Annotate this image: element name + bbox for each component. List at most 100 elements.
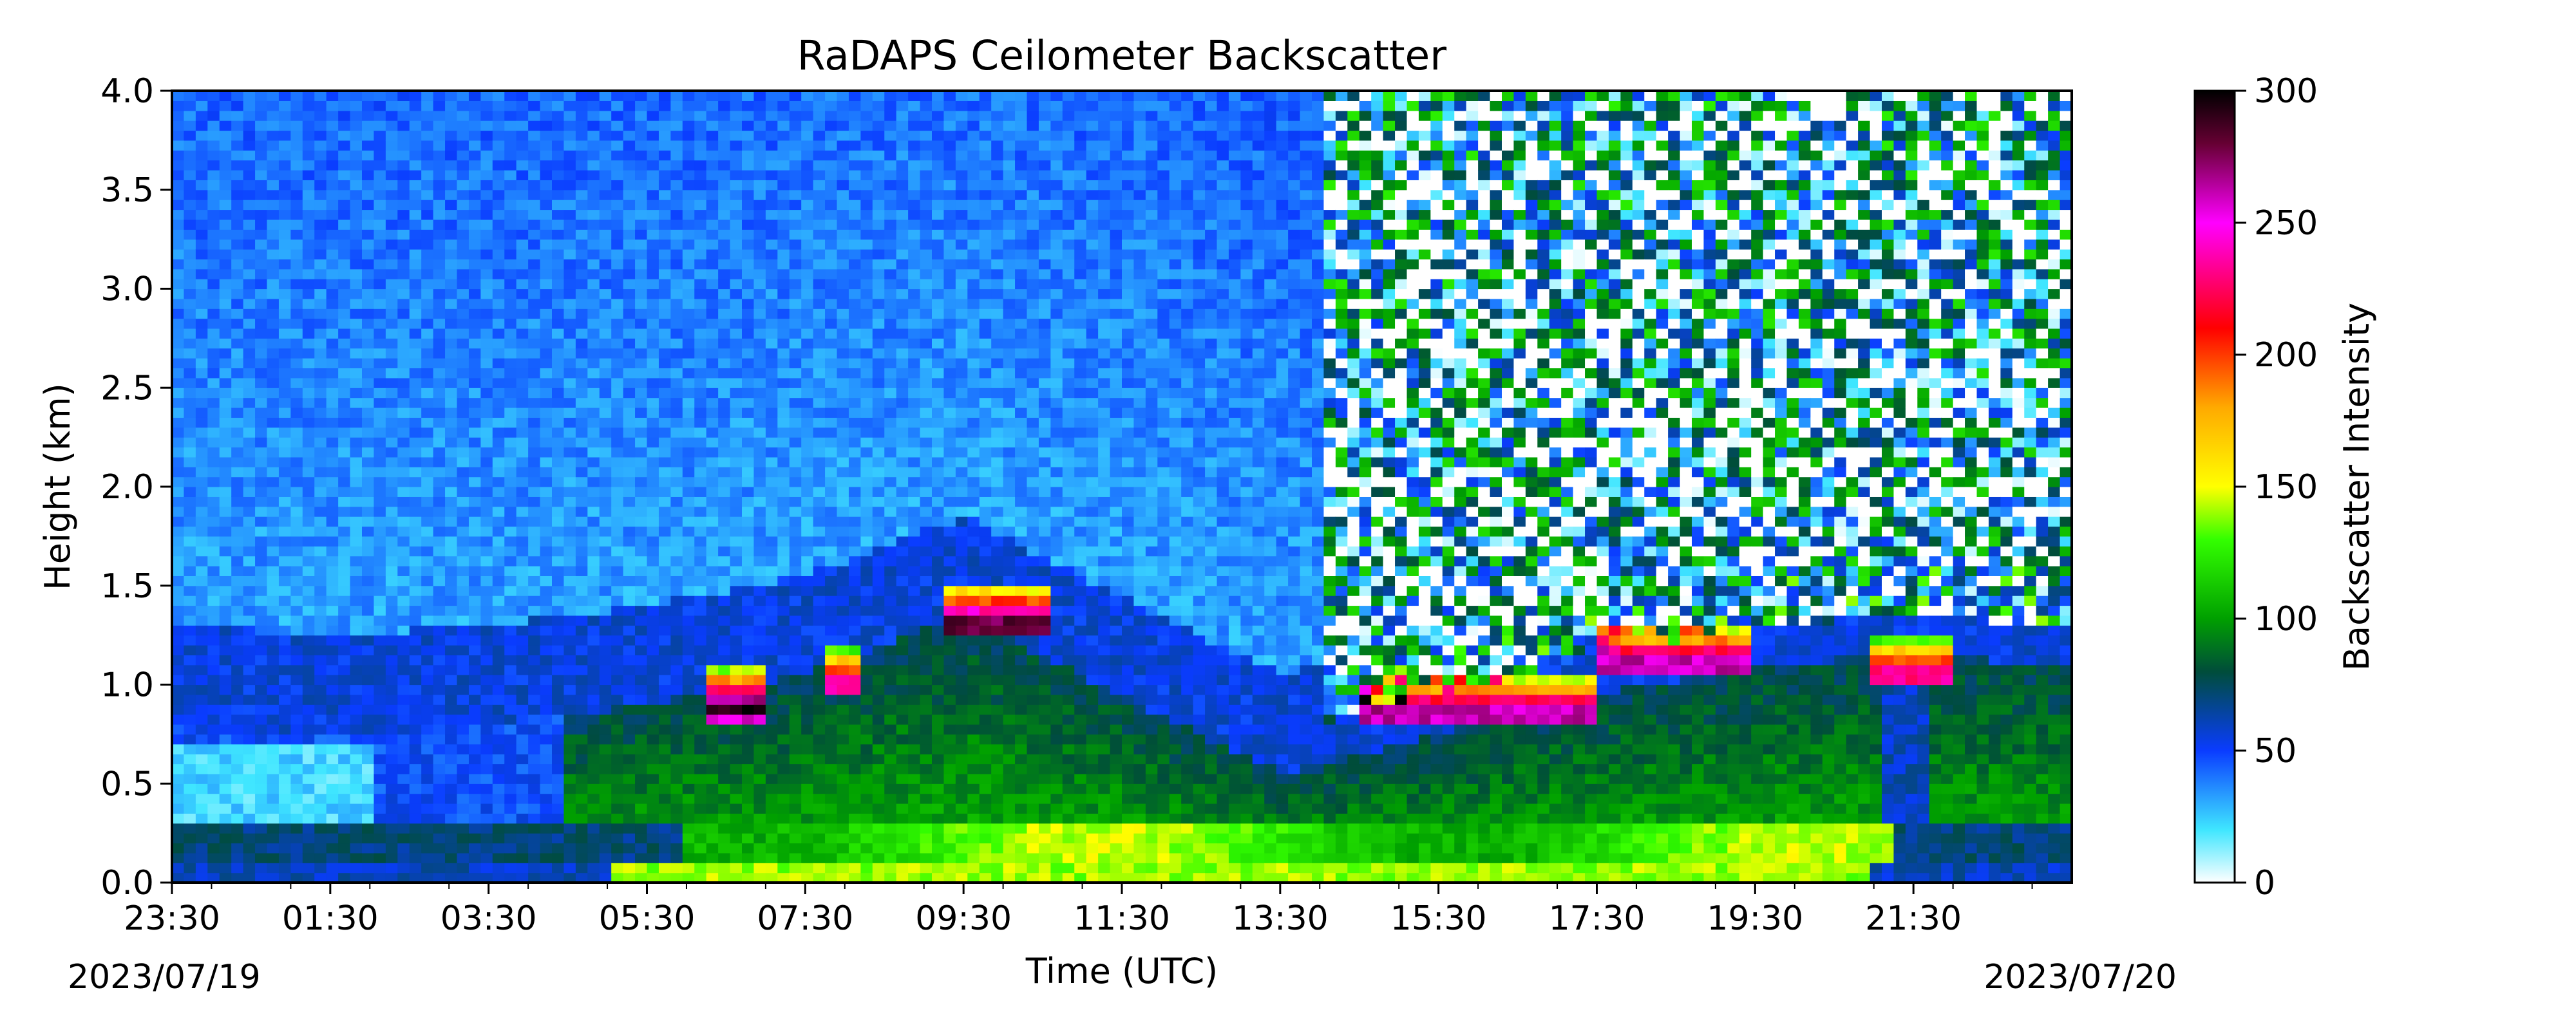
- heatmap-cell: [730, 239, 743, 250]
- heatmap-cell: [326, 783, 339, 794]
- heatmap-cell: [219, 476, 232, 487]
- heatmap-cell: [528, 833, 541, 844]
- heatmap-cell: [623, 288, 636, 299]
- heatmap-cell: [267, 487, 279, 497]
- heatmap-cell: [267, 180, 279, 191]
- heatmap-cell: [670, 487, 683, 497]
- heatmap-cell: [789, 506, 802, 517]
- heatmap-cell: [409, 91, 422, 101]
- heatmap-cell: [421, 675, 434, 686]
- heatmap-cell: [528, 843, 541, 854]
- heatmap-cell: [326, 872, 339, 883]
- heatmap-cell: [682, 308, 695, 319]
- heatmap-cell: [575, 823, 588, 834]
- heatmap-cell: [231, 397, 244, 408]
- heatmap-cell: [777, 219, 790, 230]
- heatmap-cell: [457, 576, 469, 586]
- heatmap-cell: [552, 407, 565, 418]
- heatmap-cell: [813, 229, 826, 240]
- heatmap-cell: [278, 180, 291, 191]
- heatmap-cell: [765, 556, 778, 566]
- heatmap-cell: [374, 556, 386, 566]
- heatmap-cell: [207, 714, 220, 725]
- heatmap-cell: [742, 328, 755, 339]
- heatmap-cell: [385, 170, 398, 180]
- heatmap-cell: [813, 140, 826, 151]
- heatmap-cell: [694, 239, 707, 250]
- heatmap-cell: [611, 308, 624, 319]
- heatmap-cell: [647, 417, 659, 428]
- heatmap-cell: [670, 209, 683, 220]
- heatmap-cell: [231, 437, 244, 448]
- heatmap-cell: [896, 368, 909, 379]
- heatmap-cell: [397, 209, 410, 220]
- heatmap-cell: [670, 635, 683, 646]
- heatmap-cell: [314, 180, 327, 191]
- heatmap-cell: [540, 516, 553, 527]
- heatmap-cell: [765, 456, 778, 467]
- heatmap-cell: [504, 358, 517, 369]
- heatmap-cell: [528, 526, 541, 537]
- heatmap-cell: [860, 793, 873, 804]
- heatmap-cell: [848, 714, 861, 725]
- heatmap-cell: [421, 843, 434, 854]
- heatmap-cell: [730, 694, 743, 705]
- heatmap-cell: [575, 872, 588, 883]
- heatmap-cell: [362, 833, 375, 844]
- heatmap-cell: [813, 843, 826, 854]
- heatmap-cell: [540, 368, 553, 379]
- heatmap-cell: [777, 576, 790, 586]
- heatmap-cell: [575, 843, 588, 854]
- heatmap-cell: [682, 189, 695, 200]
- heatmap-cell: [302, 744, 315, 754]
- heatmap-cell: [789, 803, 802, 814]
- heatmap-cell: [445, 734, 458, 745]
- heatmap-cell: [837, 456, 849, 467]
- heatmap-cell: [528, 714, 541, 725]
- heatmap-cell: [801, 872, 814, 883]
- heatmap-cell: [682, 675, 695, 686]
- heatmap-cell: [813, 516, 826, 527]
- heatmap-cell: [789, 704, 802, 715]
- heatmap-cell: [326, 714, 339, 725]
- heatmap-cell: [385, 189, 398, 200]
- heatmap-cell: [338, 783, 351, 794]
- heatmap-cell: [468, 734, 481, 745]
- heatmap-cell: [338, 268, 351, 279]
- heatmap-cell: [670, 279, 683, 290]
- heatmap-cell: [290, 714, 303, 725]
- heatmap-cell: [635, 110, 648, 121]
- heatmap-cell: [872, 675, 885, 686]
- heatmap-cell: [730, 160, 743, 171]
- heatmap-cell: [611, 595, 624, 606]
- heatmap-cell: [623, 348, 636, 359]
- heatmap-cell: [587, 447, 600, 458]
- heatmap-cell: [896, 734, 909, 745]
- heatmap-cell: [397, 358, 410, 369]
- heatmap-cell: [540, 506, 553, 517]
- heatmap-cell: [172, 368, 185, 379]
- heatmap-cell: [742, 209, 755, 220]
- heatmap-cell: [730, 546, 743, 557]
- heatmap-cell: [694, 388, 707, 398]
- heatmap-cell: [801, 417, 814, 428]
- heatmap-cell: [611, 763, 624, 774]
- heatmap-cell: [694, 615, 707, 626]
- heatmap-cell: [635, 595, 648, 606]
- heatmap-cell: [730, 140, 743, 151]
- heatmap-cell: [813, 130, 826, 141]
- heatmap-cell: [409, 595, 422, 606]
- heatmap-cell: [528, 417, 541, 428]
- heatmap-cell: [302, 872, 315, 883]
- heatmap-cell: [184, 833, 196, 844]
- heatmap-cell: [848, 417, 861, 428]
- heatmap-cell: [184, 605, 196, 616]
- heatmap-cell: [587, 635, 600, 646]
- heatmap-cell: [397, 328, 410, 339]
- heatmap-cell: [765, 744, 778, 754]
- heatmap-cell: [350, 239, 363, 250]
- heatmap-cell: [290, 803, 303, 814]
- heatmap-cell: [468, 595, 481, 606]
- heatmap-cell: [623, 704, 636, 715]
- heatmap-cell: [552, 130, 565, 141]
